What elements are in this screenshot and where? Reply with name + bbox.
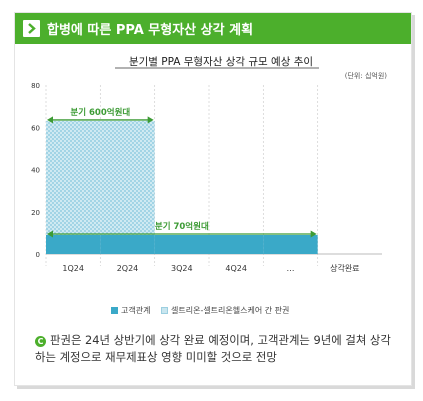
arrowhead-left-icon (47, 230, 53, 238)
y-tick-label: 20 (31, 209, 40, 217)
bar-customer-relations (209, 234, 264, 254)
chevron-right-icon (23, 20, 40, 37)
y-tick-label: 0 (36, 251, 40, 259)
legend-swatch-pattern (161, 307, 168, 314)
legend-item-rights: 셀트리온-셀트리온헬스케어 간 판권 (161, 305, 289, 316)
annotation-label: 분기 70억원대 (155, 221, 209, 232)
legend-label: 고객관계 (121, 306, 151, 315)
x-tick-label: 3Q24 (171, 264, 193, 273)
x-tick-label: 2Q24 (117, 264, 139, 273)
header-bar: 합병에 따른 PPA 무형자산 상각 계획 (15, 13, 411, 44)
chart-legend: 고객관계 셀트리온-셀트리온헬스케어 간 판권 (111, 305, 297, 316)
bar-customer-relations (100, 234, 155, 254)
infographic-card: 합병에 따른 PPA 무형자산 상각 계획 분기별 PPA 무형자산 상각 규모… (14, 12, 412, 386)
note-text: 판권은 24년 상반기에 상각 완료 예정이며, 고객관계는 9년에 걸쳐 상각… (35, 333, 391, 364)
annotation-label: 분기 600억원대 (70, 107, 130, 118)
c-badge-icon: C (35, 336, 46, 347)
y-tick-label: 80 (31, 82, 40, 90)
header-title: 합병에 따른 PPA 무형자산 상각 계획 (47, 23, 254, 38)
x-tick-label: 1Q24 (62, 264, 84, 273)
arrowhead-left-icon (47, 116, 53, 124)
x-tick-label: 상각완료 (330, 263, 359, 273)
legend-swatch-solid (111, 307, 118, 314)
note-text-block: C 판권은 24년 상반기에 상각 완료 예정이며, 고객관계는 9년에 걸쳐 상… (35, 332, 399, 366)
legend-label: 셀트리온-셀트리온헬스케어 간 판권 (171, 306, 290, 315)
x-tick-label: 4Q24 (225, 264, 247, 273)
y-tick-label: 40 (31, 167, 40, 175)
chart-title: 분기별 PPA 무형자산 상각 규모 예상 추이 (129, 55, 313, 68)
bar-customer-relations (263, 234, 318, 254)
legend-item-customer: 고객관계 (111, 305, 150, 316)
bar-customer-relations (46, 234, 101, 254)
x-tick-label: … (287, 264, 295, 273)
y-tick-label: 60 (31, 124, 40, 132)
chart-unit-label: (단위: 십억원) (345, 71, 388, 80)
arrowhead-right-icon (147, 116, 154, 124)
arrowhead-right-icon (310, 230, 317, 238)
bar-sales-rights (46, 120, 101, 235)
bar-sales-rights (100, 120, 155, 235)
chart: 분기별 PPA 무형자산 상각 규모 예상 추이 (단위: 십억원) 0 20 40 60… (31, 55, 388, 273)
bar-customer-relations (154, 234, 209, 254)
